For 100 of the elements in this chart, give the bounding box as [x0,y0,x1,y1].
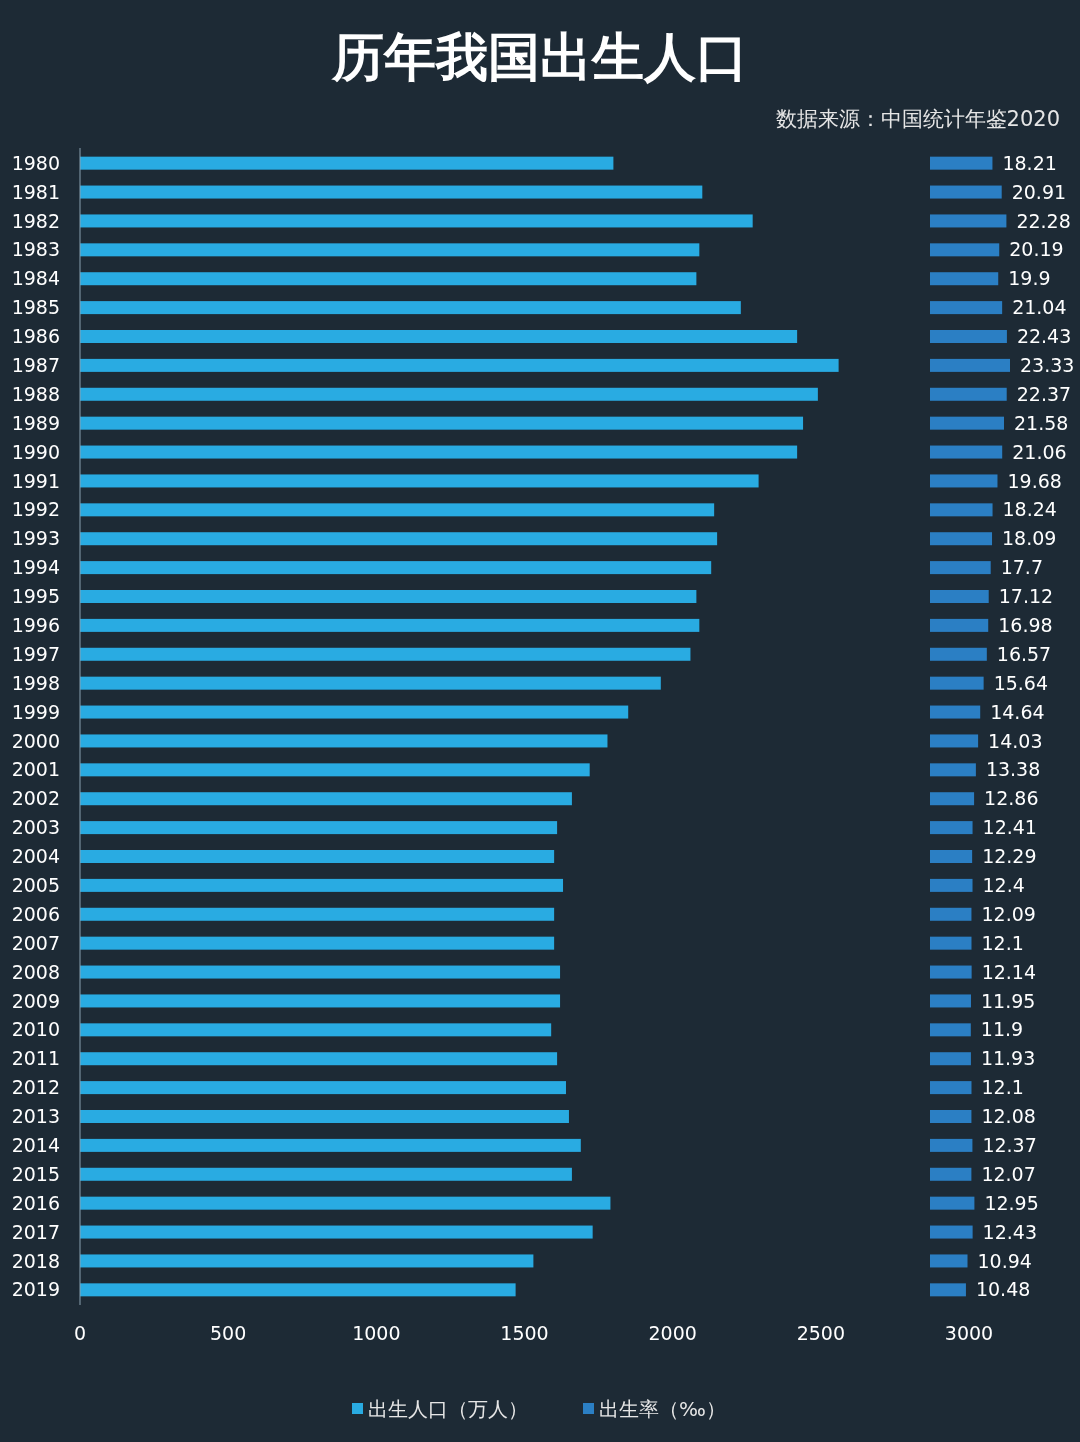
data-label: 11.9 [980,1018,1024,1041]
data-label: 12.29 [982,845,1037,868]
bar [930,850,973,863]
bar [930,1081,972,1095]
y-tick-label: 1991 [11,469,60,492]
data-label: 11.95 [980,989,1036,1012]
data-label: 15.64 [993,671,1049,694]
bar [80,1081,566,1095]
bar [930,618,989,632]
bar [930,734,979,748]
y-tick-label: 1996 [11,614,60,637]
y-tick-label: 1999 [11,700,60,723]
data-label: 12.37 [982,1134,1037,1157]
y-tick-label: 1988 [11,382,60,405]
y-tick-label: 1987 [11,354,60,377]
bar [80,301,741,315]
bar [80,994,561,1008]
data-label: 18.09 [1002,527,1057,550]
y-tick-label: 2011 [11,1047,60,1070]
y-tick-label: 2018 [11,1249,60,1272]
y-tick-label: 1994 [11,556,60,579]
data-label: 12.41 [982,816,1037,839]
legend-label: 出生率（‰） [599,1397,726,1421]
data-label: 12.86 [984,787,1039,810]
bar [80,907,555,921]
data-label: 14.64 [990,700,1045,723]
bar [930,1110,972,1123]
bar [80,1283,516,1297]
data-label: 12.1 [981,931,1024,954]
y-tick-label: 1998 [11,671,60,694]
data-label: 20.19 [1009,238,1064,261]
y-tick-label: 1982 [11,209,60,232]
y-tick-label: 2013 [11,1105,60,1128]
y-tick-label: 1992 [11,498,60,521]
bar [930,1283,966,1297]
y-tick-label: 2007 [11,931,60,954]
bar [930,676,984,690]
bar [930,590,989,603]
y-tick-label: 2009 [11,989,60,1012]
bar [930,474,998,488]
data-label: 23.33 [1020,354,1075,377]
data-label: 12.09 [981,902,1036,925]
bar [930,387,1007,401]
data-label: 18.24 [1002,498,1057,521]
data-label: 22.28 [1016,209,1071,232]
bar [80,387,818,401]
bar [930,1138,973,1152]
y-tick-label: 1993 [11,527,60,550]
x-tick-label: 0 [73,1322,87,1344]
bar [80,272,697,286]
y-tick-label: 2014 [11,1134,60,1157]
bar [930,214,1007,228]
y-tick-label: 1990 [11,440,60,463]
y-tick-label: 1983 [11,238,60,261]
bar [930,1225,973,1239]
bar [80,965,561,979]
data-label: 12.4 [982,874,1025,897]
data-label: 20.91 [1011,180,1067,203]
bar [930,243,1000,257]
data-label: 12.1 [981,1076,1024,1099]
bar [930,185,1002,199]
data-label: 11.93 [980,1047,1036,1070]
bar [80,358,839,372]
y-tick-label: 1986 [11,325,60,348]
bar [930,561,991,575]
bar [930,907,972,921]
y-tick-label: 1989 [11,411,60,434]
y-tick-label: 2002 [11,787,60,810]
data-label: 22.37 [1016,382,1072,405]
bar [80,214,753,228]
chart-title: 历年我国出生人口 [331,27,748,87]
bar [80,503,715,517]
bar [80,1167,572,1181]
bar [80,850,555,863]
data-label: 10.94 [977,1249,1032,1272]
bar [930,1167,972,1181]
legend-label: 出生人口（万人） [368,1397,528,1421]
bar [80,676,661,690]
data-label: 12.07 [981,1162,1036,1185]
y-tick-label: 1985 [11,296,60,319]
data-label: 12.43 [982,1220,1038,1243]
bar [930,445,1003,459]
y-tick-label: 2000 [11,729,60,752]
data-label: 17.12 [998,585,1054,608]
data-label: 21.06 [1012,440,1067,463]
y-tick-label: 2016 [11,1191,60,1214]
bar [930,1023,971,1037]
bar [930,301,1003,315]
y-tick-label: 2010 [11,1018,60,1041]
bar [930,994,971,1008]
y-tick-label: 1984 [11,267,60,290]
bar [930,1254,968,1268]
bar [80,561,712,575]
bar [930,1052,971,1066]
data-label: 17.7 [1000,556,1044,579]
data-label: 21.58 [1014,411,1069,434]
bar [930,156,993,170]
bar [80,445,798,459]
y-tick-label: 2017 [11,1220,60,1243]
bar [80,532,718,546]
